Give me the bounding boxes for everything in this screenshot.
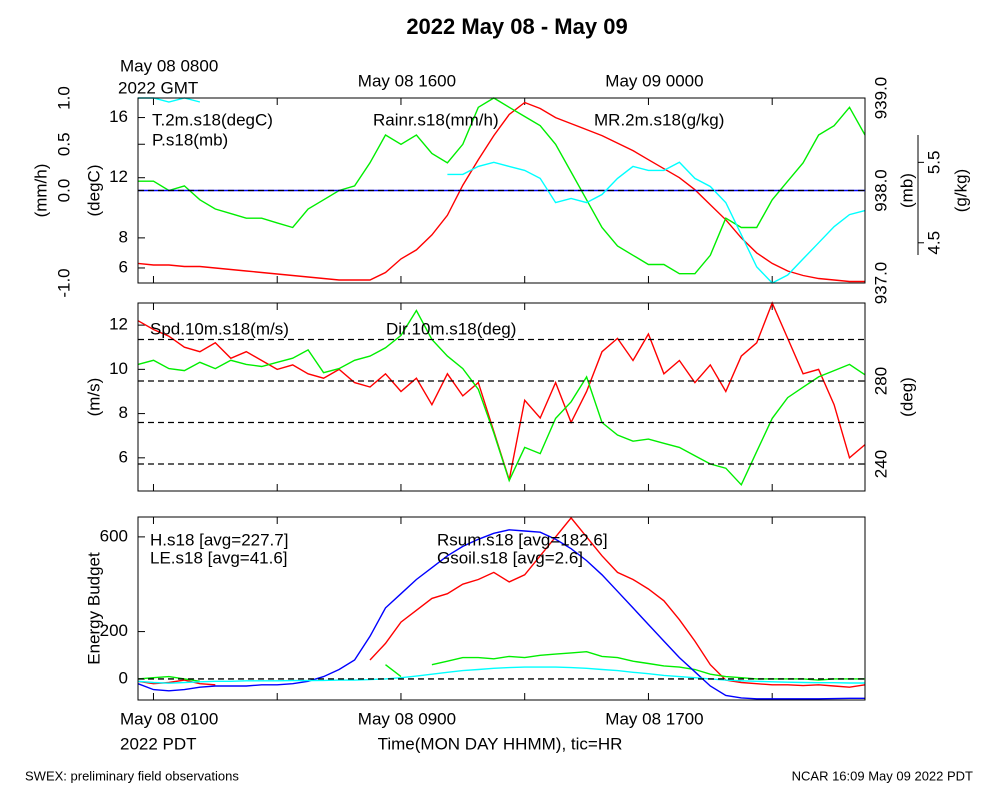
y-axis-label: (mb) — [897, 173, 916, 208]
footer-left: SWEX: preliminary field observations — [25, 768, 239, 783]
y-tick-label: 12 — [109, 315, 128, 334]
y-tick-label: 600 — [100, 526, 128, 545]
plot-frame — [137, 97, 866, 284]
y-tick-label: -1.0 — [54, 268, 73, 297]
legend-label: MR.2m.s18(g/kg) — [594, 110, 724, 129]
y-tick-label: 938.0 — [871, 169, 890, 212]
x2-tick-label: May 08 1600 — [358, 71, 456, 90]
x2-tick-label: May 09 0000 — [605, 71, 703, 90]
series-line — [138, 97, 866, 275]
y-tick-label: 5.5 — [924, 151, 943, 175]
legend-label: H.s18 [avg=227.7] — [150, 530, 288, 549]
legend-label: T.2m.s18(degC) — [152, 110, 273, 129]
footer-right: NCAR 16:09 May 09 2022 PDT — [792, 768, 973, 783]
plot-frame — [137, 516, 866, 701]
x2-tick-label: May 08 0800 — [120, 56, 218, 75]
y-tick-label: 16 — [109, 107, 128, 126]
y-axis-label: (m/s) — [84, 378, 103, 417]
legend-label: Rainr.s18(mm/h) — [373, 110, 499, 129]
x-axis-label: Time(MON DAY HHMM), tic=HR — [378, 734, 623, 753]
y-tick-label: 0 — [119, 668, 128, 687]
y-tick-label: 8 — [119, 227, 128, 246]
x2-year-label: 2022 GMT — [118, 78, 198, 97]
legend-label: Rsum.s18 [avg=182.6] — [437, 530, 608, 549]
x-tick-label: May 08 0100 — [120, 709, 218, 728]
y-axis-label: (degC) — [84, 165, 103, 217]
legend-label: Dir.10m.s18(deg) — [386, 319, 516, 338]
x-tick-label: May 08 1700 — [605, 709, 703, 728]
series-line — [137, 666, 865, 684]
y-tick-label: 12 — [109, 167, 128, 186]
series-line — [137, 650, 865, 682]
y-tick-label: 280 — [871, 367, 890, 395]
x-year-label: 2022 PDT — [120, 734, 197, 753]
y-tick-label: 937.0 — [871, 262, 890, 305]
y-tick-label: 939.0 — [871, 77, 890, 120]
y-axis-label: (deg) — [897, 377, 916, 417]
legend-label: Spd.10m.s18(m/s) — [150, 319, 289, 338]
legend-label: LE.s18 [avg=41.6] — [150, 548, 288, 567]
y-axis-label: (g/kg) — [951, 169, 970, 212]
y-tick-label: 4.5 — [924, 231, 943, 255]
y-tick-label: 10 — [109, 359, 128, 378]
x-tick-label: May 08 0900 — [358, 709, 456, 728]
plot-frame — [137, 302, 866, 492]
y-tick-label: 6 — [119, 257, 128, 276]
legend-label: Gsoil.s18 [avg=2.6] — [437, 548, 583, 567]
y-tick-label: 6 — [119, 447, 128, 466]
legend-label: P.s18(mb) — [152, 130, 228, 149]
y-tick-label: 1.0 — [54, 86, 73, 110]
chart-title: 2022 May 08 - May 09 — [406, 14, 627, 39]
y-axis-label: Energy Budget — [84, 552, 103, 665]
y-axis-label: (mm/h) — [31, 164, 50, 218]
series-line — [137, 529, 865, 700]
y-tick-label: 0.0 — [54, 179, 73, 203]
y-tick-label: 200 — [100, 621, 128, 640]
y-tick-label: 240 — [871, 450, 890, 478]
y-tick-label: 8 — [119, 403, 128, 422]
series-line — [137, 516, 866, 688]
y-tick-label: 0.5 — [54, 132, 73, 156]
series-line — [137, 309, 866, 487]
